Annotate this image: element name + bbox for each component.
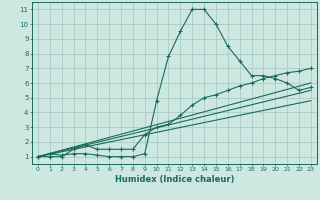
X-axis label: Humidex (Indice chaleur): Humidex (Indice chaleur) — [115, 175, 234, 184]
